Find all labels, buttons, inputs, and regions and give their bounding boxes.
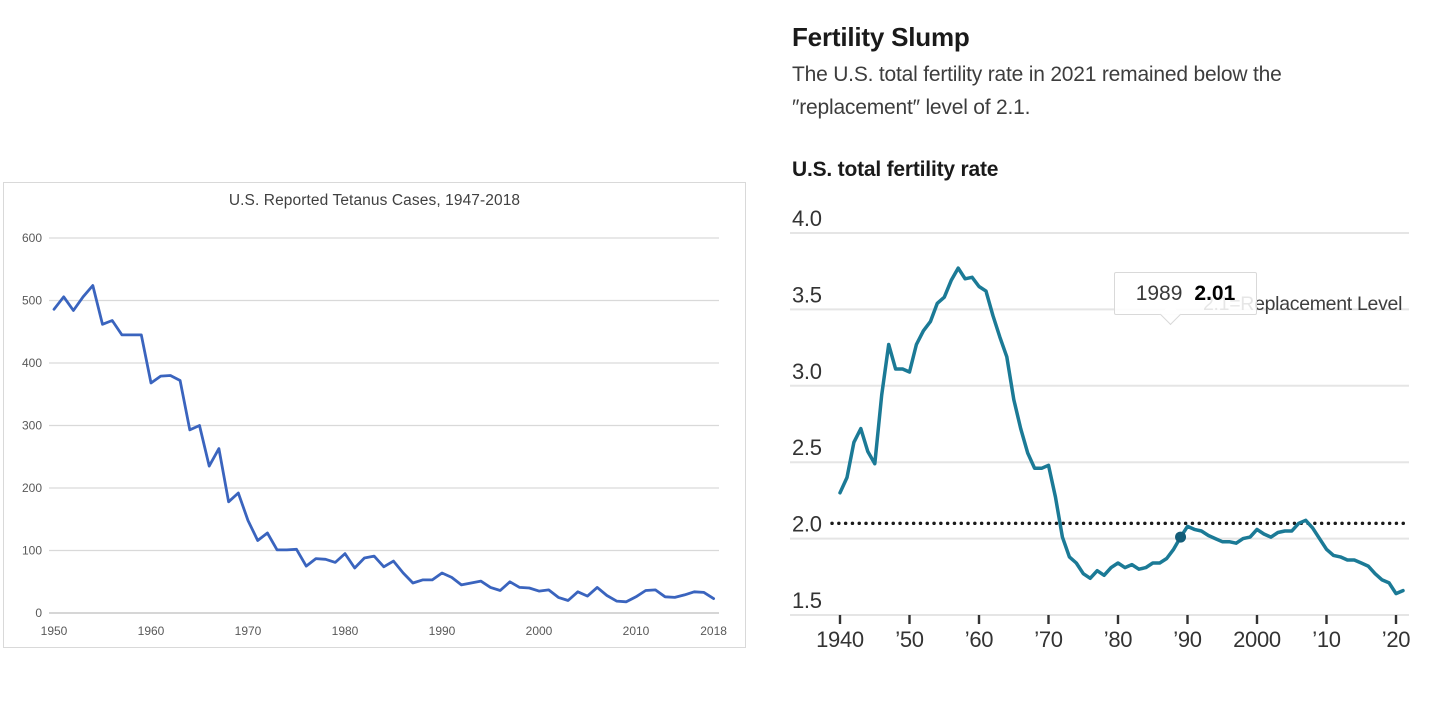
y-tick-label: 400: [22, 356, 42, 370]
y-tick-label: 500: [22, 294, 42, 308]
x-tick-label: 2018: [700, 624, 727, 638]
x-tick-label: 1990: [429, 624, 456, 638]
data-point-tooltip: 1989 2.01: [1114, 272, 1257, 326]
x-tick-label: ’80: [1104, 627, 1133, 652]
tetanus-line-chart[interactable]: 600 500 400 300 200 100 0 1950 1960 1970 1980 1990 2…: [4, 183, 743, 645]
y-tick-label: 0: [35, 606, 42, 620]
y-tick-label: 2.0: [792, 512, 822, 537]
y-tick-label: 3.0: [792, 359, 822, 384]
x-tick-label: 2000: [1233, 627, 1281, 652]
tooltip-year: 1989: [1135, 281, 1183, 305]
tetanus-series-line: [52, 284, 715, 604]
y-tick-label: 600: [22, 231, 42, 245]
tetanus-chart-panel: U.S. Reported Tetanus Cases, 1947-2018 6…: [3, 182, 746, 648]
y-tick-label: 200: [22, 481, 42, 495]
x-tick-label: ’20: [1382, 627, 1411, 652]
fertility-subtitle: The U.S. total fertility rate in 2021 re…: [792, 63, 1282, 119]
x-tick-label: 1980: [332, 624, 359, 638]
x-tick-label: ’70: [1034, 627, 1063, 652]
fertility-headline: Fertility Slump: [792, 22, 970, 52]
fertility-axis-title: U.S. total fertility rate: [792, 158, 999, 181]
fertility-series-line: [838, 266, 1405, 596]
x-tick-label: 1940: [816, 627, 864, 652]
x-tick-label: ’90: [1173, 627, 1202, 652]
y-tick-label: 4.0: [792, 206, 822, 231]
x-tick-label: 2000: [526, 624, 553, 638]
x-tick-label: 1970: [235, 624, 262, 638]
fertility-line-chart[interactable]: 4.0 3.5 3.0 2.5 2.0 1.5 1940 ’50 ’60 ’70 ’80 ’90 200…: [780, 200, 1456, 660]
tooltip-value: 2.01: [1194, 281, 1236, 305]
tetanus-chart-title: U.S. Reported Tetanus Cases, 1947-2018: [228, 192, 521, 209]
x-tick-label: ’50: [895, 627, 924, 652]
fertility-panel: Fertility Slump The U.S. total fertility…: [780, 0, 1456, 702]
y-tick-label: 100: [22, 544, 42, 558]
x-tick-label: ’10: [1312, 627, 1341, 652]
x-tick-label: 2010: [623, 624, 650, 638]
x-tick-label: 1950: [41, 624, 68, 638]
x-tick-label: 1960: [138, 624, 165, 638]
y-tick-label: 300: [22, 419, 42, 433]
x-tick-label: ’60: [965, 627, 994, 652]
y-tick-label: 2.5: [792, 435, 822, 460]
marker-dot-1989[interactable]: [1175, 531, 1187, 543]
y-tick-label: 3.5: [792, 282, 822, 307]
y-tick-label: 1.5: [792, 588, 822, 613]
